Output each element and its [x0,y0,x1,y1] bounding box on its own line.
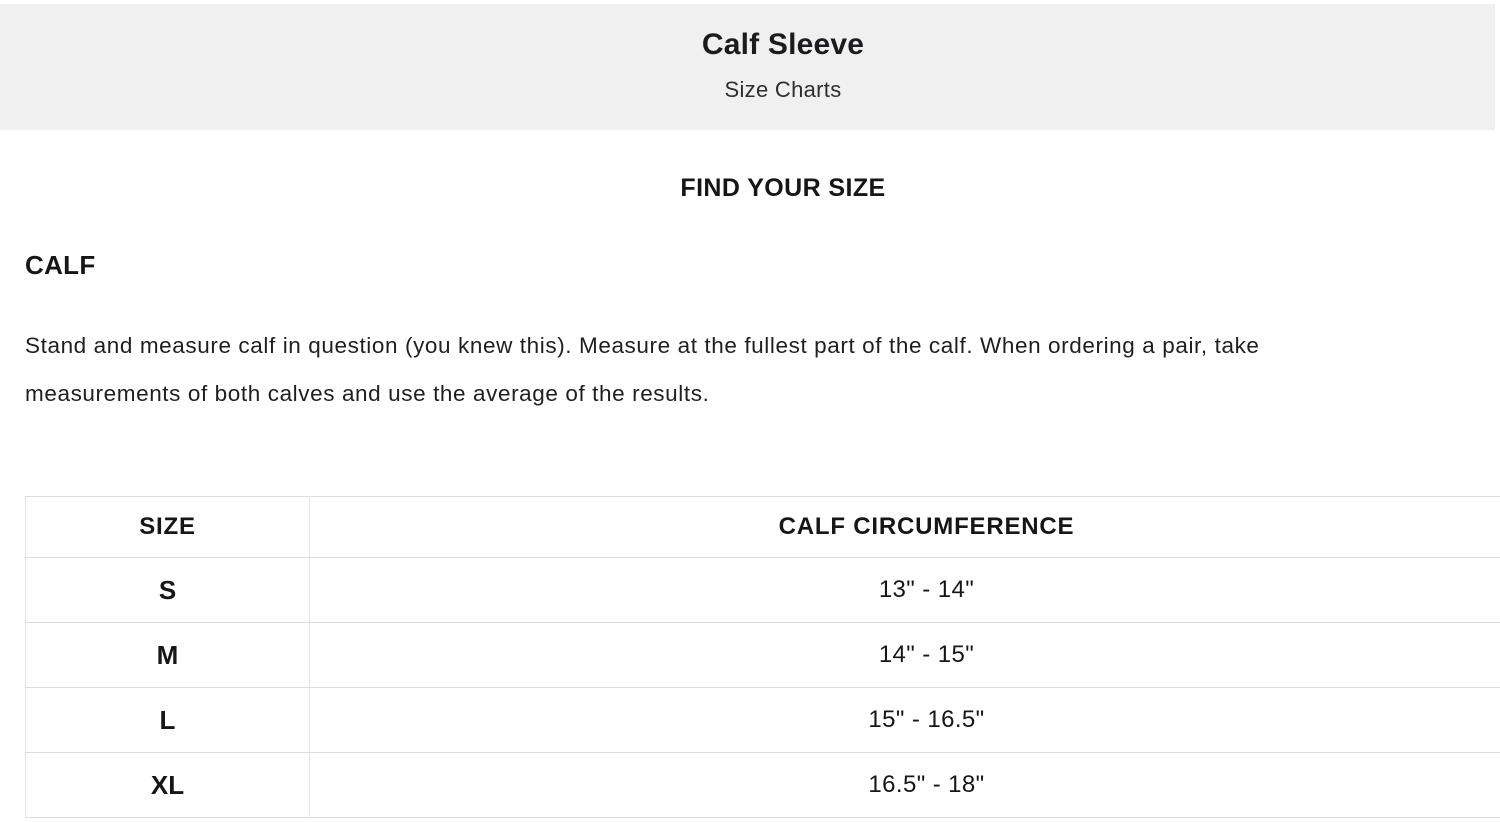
measurement-instructions: Stand and measure calf in question (you … [25,322,1485,418]
header-banner-content: Calf Sleeve Size Charts [0,4,1500,130]
instructions-line-1: Stand and measure calf in question (you … [25,333,1260,358]
column-header-circumference: CALF CIRCUMFERENCE [309,496,1500,558]
column-header-size: SIZE [25,496,310,558]
calf-section-heading: CALF [25,250,96,280]
circumference-value: 14" - 15" [309,622,1500,688]
size-label: M [25,622,310,688]
circumference-value: 13" - 14" [309,557,1500,623]
size-label: XL [25,752,310,818]
size-chart-table: SIZE CALF CIRCUMFERENCE S 13" - 14" M 14… [25,496,1500,818]
header-banner: Calf Sleeve Size Charts [0,4,1495,130]
size-label: L [25,687,310,753]
table-row: S 13" - 14" [25,557,1500,623]
table-row: XL 16.5" - 18" [25,752,1500,818]
circumference-value: 15" - 16.5" [309,687,1500,753]
size-label: S [25,557,310,623]
instructions-line-2: measurements of both calves and use the … [25,381,710,406]
page-subtitle: Size Charts [724,77,842,102]
table-header-row: SIZE CALF CIRCUMFERENCE [25,496,1500,558]
page-title: Calf Sleeve [701,28,865,61]
find-your-size-heading: FIND YOUR SIZE [680,174,886,202]
circumference-value: 16.5" - 18" [309,752,1500,818]
table-row: L 15" - 16.5" [25,687,1500,753]
table-row: M 14" - 15" [25,622,1500,688]
